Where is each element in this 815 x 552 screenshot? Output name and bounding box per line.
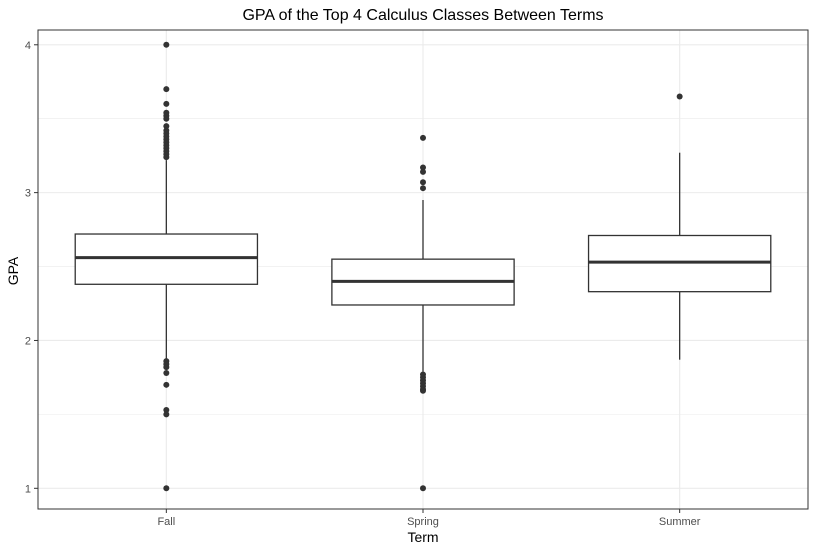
outlier-point-fall [163,411,170,418]
outlier-point-fall [163,123,170,130]
y-tick-label: 1 [25,483,31,495]
outlier-point-spring [420,164,426,171]
x-tick-label-fall: Fall [157,516,175,528]
y-tick-label: 4 [25,40,31,52]
y-tick-label: 2 [25,335,31,347]
box-fall [74,160,259,360]
chart-title: GPA of the Top 4 Calculus Classes Betwee… [242,7,603,24]
boxes [74,152,772,372]
outlier-point-fall [163,381,170,388]
outlier-point-fall [163,485,170,492]
outlier-point-spring [420,387,426,394]
box-spring [331,200,515,372]
outlier-point-fall [163,369,170,376]
x-tick-label-summer: Summer [659,516,701,528]
outlier-point-summer [676,93,683,100]
box-summer [587,152,772,360]
outlier-point-spring [420,134,426,141]
outlier-point-spring [420,168,426,175]
outlier-point-fall [163,41,170,48]
y-axis: 1 2 3 4 [25,40,38,495]
y-axis-title: GPA [5,256,21,285]
outlier-point-fall [163,406,170,413]
outliers [163,41,683,492]
outlier-point-fall [163,86,170,93]
outlier-point-fall [163,100,170,107]
x-axis-title: Term [407,529,438,545]
outlier-point-spring [420,485,426,492]
x-axis: Fall Spring Summer [157,509,701,528]
outlier-point-fall [163,115,170,122]
outlier-point-spring [420,179,426,186]
x-tick-label-spring: Spring [407,516,439,528]
y-tick-label: 3 [25,188,31,200]
outlier-point-fall [163,364,170,371]
outlier-point-spring [420,185,426,192]
outlier-point-fall [163,154,170,161]
